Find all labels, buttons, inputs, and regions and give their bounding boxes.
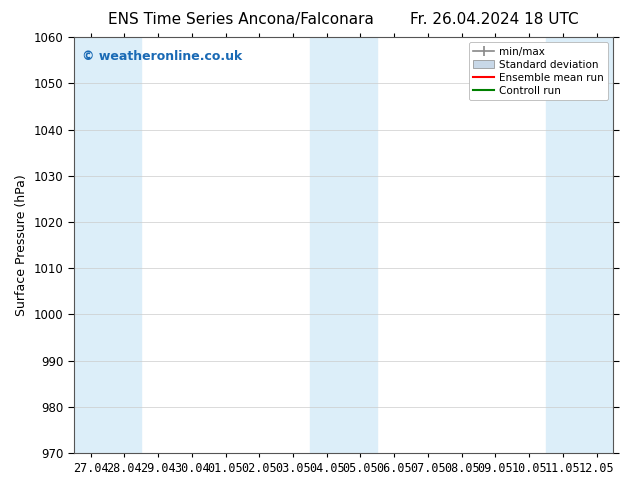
Text: ENS Time Series Ancona/Falconara: ENS Time Series Ancona/Falconara: [108, 12, 374, 27]
Bar: [310, 37, 377, 453]
Text: Fr. 26.04.2024 18 UTC: Fr. 26.04.2024 18 UTC: [410, 12, 579, 27]
Text: © weatheronline.co.uk: © weatheronline.co.uk: [82, 49, 242, 63]
Y-axis label: Surface Pressure (hPa): Surface Pressure (hPa): [15, 174, 28, 316]
Bar: [546, 37, 614, 453]
Bar: [74, 37, 141, 453]
Legend: min/max, Standard deviation, Ensemble mean run, Controll run: min/max, Standard deviation, Ensemble me…: [469, 42, 608, 100]
